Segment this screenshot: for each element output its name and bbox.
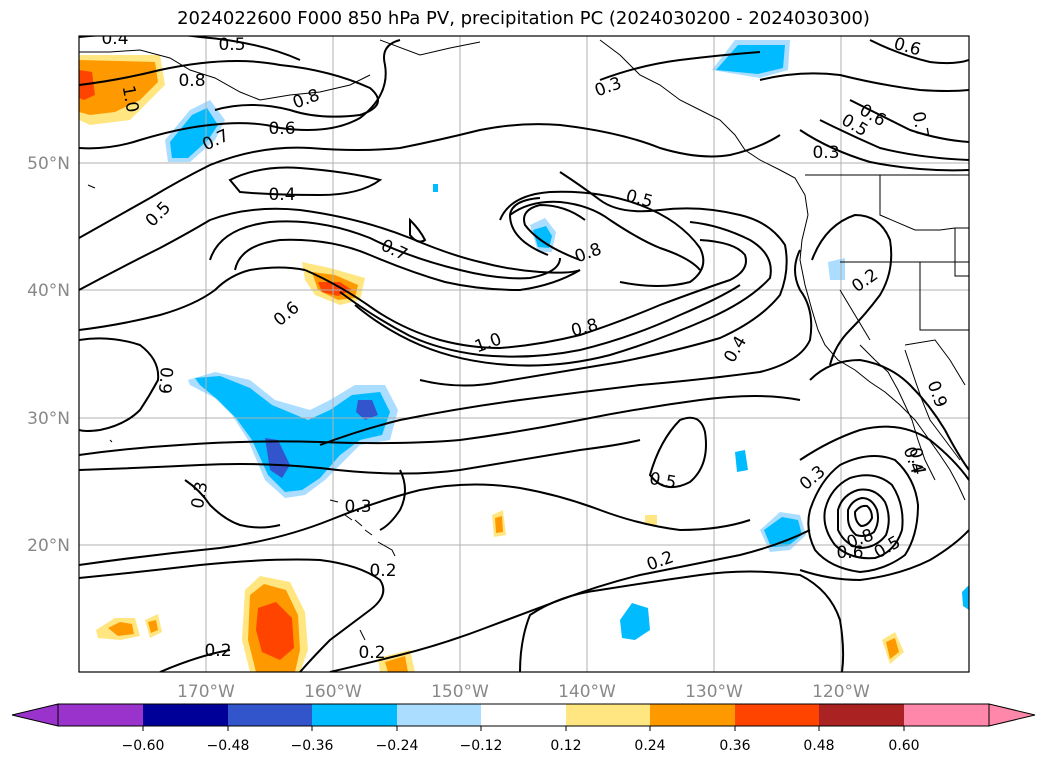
precip-area-positive: [79, 70, 95, 100]
precip-area-positive: [886, 638, 899, 659]
islands: [87, 184, 396, 641]
contour-label: 0.2: [204, 641, 231, 661]
precip-area-positive: [318, 282, 352, 296]
precip-area-positive: [495, 516, 503, 533]
colorbar-tick-label: 0.48: [803, 738, 834, 754]
precip-area-negative: [433, 184, 438, 192]
colorbar-tick-label: 0.24: [634, 738, 665, 754]
colorbar-bin: [228, 704, 312, 726]
precip-area-negative: [265, 438, 290, 478]
lon-label: 160°W: [304, 682, 362, 702]
precip-area-negative: [735, 450, 748, 472]
contour-label: 0.2: [358, 643, 385, 663]
contour-label: 0.2: [369, 561, 396, 581]
lon-label: 120°W: [812, 682, 870, 702]
colorbar-bin: [143, 704, 228, 726]
contour-label: 0.8: [178, 71, 205, 91]
contour-label: 0.5: [648, 469, 678, 493]
colorbar-bin: [566, 704, 650, 726]
colorbar-tick-label: 0.36: [719, 738, 750, 754]
precip-area-negative: [620, 603, 650, 640]
colorbar-tick-label: 0.12: [550, 738, 581, 754]
contour-label: 0.7: [908, 110, 932, 140]
precip-area-positive: [148, 620, 158, 633]
latitude-labels: 50°N 40°N 30°N 20°N: [27, 154, 70, 556]
contour-label: 0.4: [101, 29, 128, 49]
contour-label: 0.5: [218, 35, 245, 55]
longitude-labels: 170°W 160°W 150°W 140°W 130°W 120°W: [177, 682, 870, 702]
precip-area-positive: [79, 60, 158, 115]
lat-label: 40°N: [27, 281, 70, 301]
plot-frame: [78, 35, 970, 673]
colorbar-tick-label: −0.12: [460, 738, 503, 754]
coastlines: [79, 39, 969, 501]
precip-area-negative: [962, 585, 969, 610]
colorbar-bin: [735, 704, 819, 726]
colorbar-bin: [904, 704, 989, 726]
colorbar-extend-low: [11, 703, 59, 727]
precip-area-positive: [256, 602, 294, 660]
colorbar-frame: [57, 703, 990, 727]
precip-area-positive: [108, 622, 134, 636]
lat-label: 30°N: [27, 409, 70, 429]
colorbar-bin: [481, 704, 566, 726]
precip-area-negative: [533, 226, 552, 248]
colorbar-extend-high: [988, 703, 1036, 727]
colorbar-bin: [58, 704, 143, 726]
gridlines: [79, 36, 969, 672]
lon-label: 140°W: [558, 682, 616, 702]
lon-label: 130°W: [685, 682, 743, 702]
contour-label: 0.3: [188, 480, 212, 510]
contour-label: 0.4: [905, 446, 929, 476]
precip-area-positive: [385, 656, 408, 672]
map-title: 2024022600 F000 850 hPa PV, precipitatio…: [177, 8, 870, 29]
colorbar-bin: [650, 704, 735, 726]
precip-area-negative: [356, 400, 378, 420]
contour-label: 0.3: [812, 143, 839, 163]
contour-label: 0.9: [154, 366, 176, 395]
contour-label: 0.6: [268, 119, 295, 139]
colorbar-tick-label: −0.24: [376, 738, 419, 754]
colorbar-tick-label: −0.60: [122, 738, 165, 754]
precip-area-negative: [716, 45, 785, 74]
pv-contours: [79, 36, 969, 672]
colorbar-bin: [819, 704, 904, 726]
contour-label: 0.4: [268, 185, 295, 205]
precip-area-negative: [764, 517, 802, 547]
lon-label: 170°W: [177, 682, 235, 702]
colorbar-tick-label: −0.36: [291, 738, 334, 754]
colorbar: −0.60 −0.48 −0.36 −0.24 −0.12 0.12 0.24 …: [11, 703, 1036, 754]
lat-label: 50°N: [27, 154, 70, 174]
contour-label: 0.6: [836, 543, 863, 563]
map-plot: 0.4 0.5 0.8 1.0 0.8 0.7 0.6 0.4 0.5 0.7 …: [79, 29, 969, 672]
precip-area-negative: [195, 376, 390, 492]
colorbar-bin: [397, 704, 481, 726]
colorbar-tick-label: 0.60: [888, 738, 919, 754]
precip-area-positive: [645, 515, 657, 525]
lon-label: 150°W: [431, 682, 489, 702]
colorbar-tick-label: −0.48: [207, 738, 250, 754]
precip-shading: [79, 40, 969, 672]
colorbar-ticks: [142, 726, 905, 731]
contour-label: 0.3: [344, 497, 371, 517]
contour-label: 1.0: [118, 84, 142, 114]
colorbar-bin: [312, 704, 397, 726]
lat-label: 20°N: [27, 536, 70, 556]
